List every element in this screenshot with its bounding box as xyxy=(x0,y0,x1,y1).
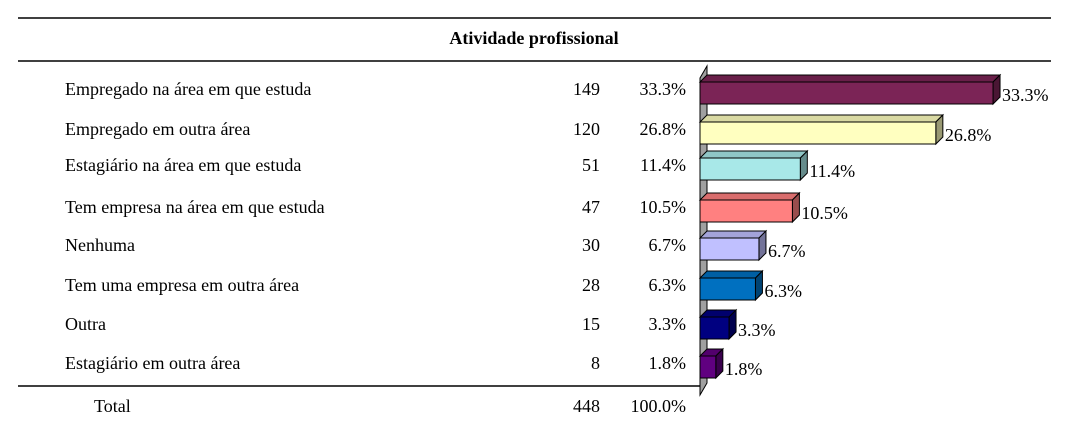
bar xyxy=(698,191,801,224)
bar-top xyxy=(698,230,768,239)
bar-label: 6.7% xyxy=(768,241,806,261)
total-percent: 100.0% xyxy=(631,396,687,416)
row-label: Empregado na área em que estuda xyxy=(65,79,311,99)
chart-title: Atividade profissional xyxy=(449,28,618,48)
bar xyxy=(698,269,764,302)
row-label: Outra xyxy=(65,314,106,334)
row-count: 15 xyxy=(582,314,600,334)
row-percent: 26.8% xyxy=(640,119,687,139)
bar xyxy=(698,113,945,146)
row-label: Estagiário na área em que estuda xyxy=(65,155,301,175)
row-percent: 6.7% xyxy=(649,235,687,255)
bar-label: 1.8% xyxy=(725,359,763,379)
row-percent: 10.5% xyxy=(640,197,687,217)
bar-top xyxy=(698,74,1002,83)
row-label: Tem uma empresa em outra área xyxy=(65,275,299,295)
row-percent: 33.3% xyxy=(640,79,687,99)
bar-front xyxy=(699,355,717,379)
bar xyxy=(698,73,1002,106)
bar xyxy=(698,149,809,182)
row-count: 51 xyxy=(582,155,600,175)
bar-top xyxy=(698,114,945,123)
bar-front xyxy=(699,81,994,105)
bar-label: 33.3% xyxy=(1002,85,1049,105)
bar-front xyxy=(699,277,756,301)
row-count: 47 xyxy=(582,197,600,217)
bar-label: 10.5% xyxy=(801,203,848,223)
bar-front xyxy=(699,316,730,340)
bar-label: 11.4% xyxy=(809,161,855,181)
bar-front xyxy=(699,199,793,223)
row-label: Tem empresa na área em que estuda xyxy=(65,197,325,217)
row-count: 8 xyxy=(591,353,600,373)
bar-front xyxy=(699,237,760,261)
bar-label: 6.3% xyxy=(764,281,802,301)
row-count: 120 xyxy=(573,119,600,139)
total-label: Total xyxy=(94,396,131,416)
row-percent: 1.8% xyxy=(649,353,687,373)
row-percent: 3.3% xyxy=(649,314,687,334)
row-count: 149 xyxy=(573,79,600,99)
row-label: Empregado em outra área xyxy=(65,119,250,139)
bar xyxy=(698,229,768,262)
bar-top xyxy=(698,270,764,279)
bar-top xyxy=(698,150,809,159)
row-count: 30 xyxy=(582,235,600,255)
bar xyxy=(698,347,725,380)
bar-label: 3.3% xyxy=(738,320,776,340)
bar-label: 26.8% xyxy=(945,125,992,145)
bar xyxy=(698,308,738,341)
bar-front xyxy=(699,157,801,181)
row-label: Nenhuma xyxy=(65,235,135,255)
total-count: 448 xyxy=(573,396,600,416)
row-label: Estagiário em outra área xyxy=(65,353,240,373)
bar-top xyxy=(698,192,801,201)
row-percent: 6.3% xyxy=(649,275,687,295)
row-count: 28 xyxy=(582,275,600,295)
bar-front xyxy=(699,121,937,145)
row-percent: 11.4% xyxy=(640,155,686,175)
